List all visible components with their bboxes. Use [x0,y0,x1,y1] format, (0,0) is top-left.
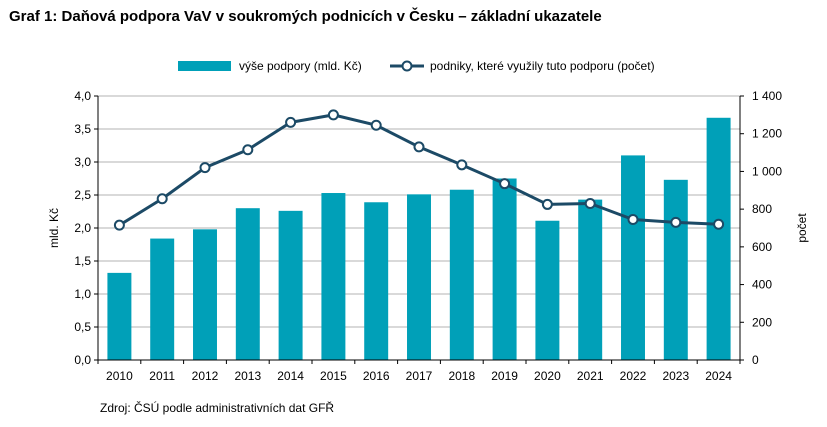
x-tick-label: 2017 [406,369,433,383]
y-tick-label: 2,5 [74,188,91,202]
bar [663,179,688,360]
y2-tick-label: 800 [752,202,772,216]
bar [107,272,132,360]
y2-tick-label: 1 000 [752,164,782,178]
y2-axis-title: počet [795,213,809,243]
y-tick-label: 1,0 [74,287,91,301]
x-tick-label: 2012 [192,369,219,383]
line-point [199,162,211,174]
line-point [285,116,297,128]
line-point [156,193,168,205]
line-point [584,197,596,209]
line-series [113,109,725,231]
bar [193,229,217,360]
x-tick-label: 2018 [448,369,475,383]
y-tick-label: 3,0 [74,155,91,169]
bar [150,238,175,360]
x-tick-label: 2020 [534,369,561,383]
legend-bar-label: výše podpory (mld. Kč) [239,59,362,73]
bar [364,202,389,360]
y2-tick-label: 0 [752,353,759,367]
x-tick-label: 2014 [277,369,304,383]
axes [94,95,744,364]
line-point [541,198,553,210]
bar [449,189,474,360]
y2-tick-label: 1 400 [752,89,782,103]
source-note: Zdroj: ČSÚ podle administrativních dat G… [100,401,335,415]
y2-tick-label: 1 200 [752,127,782,141]
line-point [327,109,339,121]
x-tick-label: 2023 [662,369,689,383]
bar [535,220,560,360]
line-point [456,159,468,171]
x-tick-label: 2010 [106,369,133,383]
y-tick-label: 0,0 [74,353,91,367]
x-tick-label: 2019 [491,369,518,383]
legend-line-label: podniky, které využily tuto podporu (poč… [430,59,655,73]
legend: výše podpory (mld. Kč) podniky, které vyu… [178,59,655,73]
line-point [713,218,725,230]
line-point [499,178,511,190]
bar [578,199,603,360]
bar [235,208,260,360]
bar [321,193,346,360]
y2-tick-label: 600 [752,240,772,254]
bar [407,194,431,360]
bar [621,155,645,360]
y-tick-label: 1,5 [74,254,91,268]
legend-bar-swatch [178,61,231,71]
line-point [670,216,682,228]
x-tick-label: 2011 [149,369,175,383]
y-tick-label: 0,5 [74,320,91,334]
x-tick-label: 2021 [577,369,604,383]
y-axis-title: mld. Kč [47,208,61,248]
x-tick-label: 2022 [620,369,647,383]
bar [706,117,731,360]
y2-tick-label: 400 [752,278,772,292]
line-point [242,144,254,156]
bar-series [107,117,731,360]
line-point [113,219,125,231]
x-tick-label: 2013 [234,369,261,383]
bar [278,210,303,360]
bar [492,178,517,360]
y2-tick-label: 200 [752,315,772,329]
chart-title: Graf 1: Daňová podpora VaV v soukromých … [9,8,602,25]
y-tick-label: 3,5 [74,122,91,136]
x-tick-label: 2015 [320,369,347,383]
x-tick-label: 2024 [705,369,732,383]
line-point [413,141,425,153]
y-tick-label: 2,0 [74,221,91,235]
axis-labels: 0,0 0,5 1,0 1,5 2,0 2,5 3,0 3,5 4,0 0 200 400 600 800… [47,89,809,383]
line-point [627,214,639,226]
x-tick-label: 2016 [363,369,390,383]
legend-line-marker [401,60,413,72]
line-point [370,119,382,131]
y-tick-label: 4,0 [74,89,91,103]
